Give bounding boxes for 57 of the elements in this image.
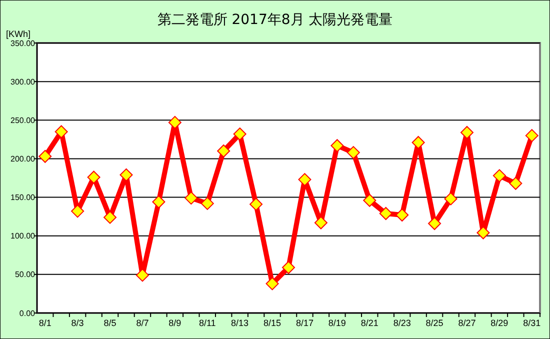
y-axis-title: [KWh] — [6, 29, 31, 39]
point — [363, 194, 376, 207]
point — [330, 139, 344, 152]
point — [282, 260, 295, 274]
point — [314, 216, 328, 230]
point — [54, 125, 68, 138]
x-tick-label: 8/23 — [393, 318, 411, 328]
point — [38, 150, 52, 163]
y-tick-label: 50.00 — [14, 270, 36, 280]
point — [200, 196, 214, 210]
x-tick-label: 8/29 — [490, 318, 508, 328]
point — [298, 173, 312, 186]
point — [509, 176, 522, 190]
point — [168, 116, 182, 129]
point — [396, 208, 409, 222]
y-tick-label: 100.00 — [10, 232, 36, 241]
x-tick-label: 8/21 — [360, 318, 378, 328]
point — [444, 192, 458, 206]
point — [428, 217, 442, 230]
y-tick-label: 0.00 — [19, 308, 36, 318]
y-tick-label: 350.00 — [10, 38, 36, 48]
x-tick-label: 8/7 — [136, 318, 149, 328]
x-tick-label: 8/19 — [328, 318, 346, 328]
x-tick-label: 8/27 — [458, 318, 476, 328]
x-tick-label: 8/9 — [168, 318, 182, 328]
y-tick-label: 300.00 — [10, 77, 36, 86]
point — [152, 195, 166, 208]
point — [346, 146, 360, 160]
y-tick-label: 150.00 — [10, 193, 36, 202]
point — [250, 198, 263, 211]
point — [233, 128, 246, 141]
point — [120, 168, 133, 182]
point — [460, 126, 474, 139]
point — [266, 277, 279, 290]
x-tick-label: 8/3 — [71, 318, 84, 328]
point — [71, 204, 84, 218]
point — [136, 268, 149, 282]
point — [104, 210, 117, 224]
point — [379, 206, 392, 220]
point — [412, 136, 425, 150]
x-tick-label: 8/1 — [38, 318, 52, 328]
x-tick-label: 8/5 — [104, 318, 116, 328]
point — [476, 226, 490, 240]
x-tick-label: 8/17 — [296, 318, 314, 328]
x-tick-label: 8/15 — [264, 318, 282, 328]
x-tick-label: 8/25 — [426, 318, 444, 328]
point — [492, 169, 506, 182]
y-tick-label: 200.00 — [10, 154, 36, 164]
x-tick-label: 8/11 — [198, 318, 216, 328]
point — [87, 170, 100, 184]
point — [217, 144, 230, 158]
chart-title: 第二発電所 2017年8月 太陽光発電量 — [157, 12, 393, 28]
x-tick-label: 8/31 — [523, 318, 541, 328]
point — [184, 192, 198, 205]
y-tick-label: 250.00 — [10, 116, 36, 125]
point — [525, 129, 538, 142]
x-tick-label: 8/13 — [231, 318, 249, 328]
